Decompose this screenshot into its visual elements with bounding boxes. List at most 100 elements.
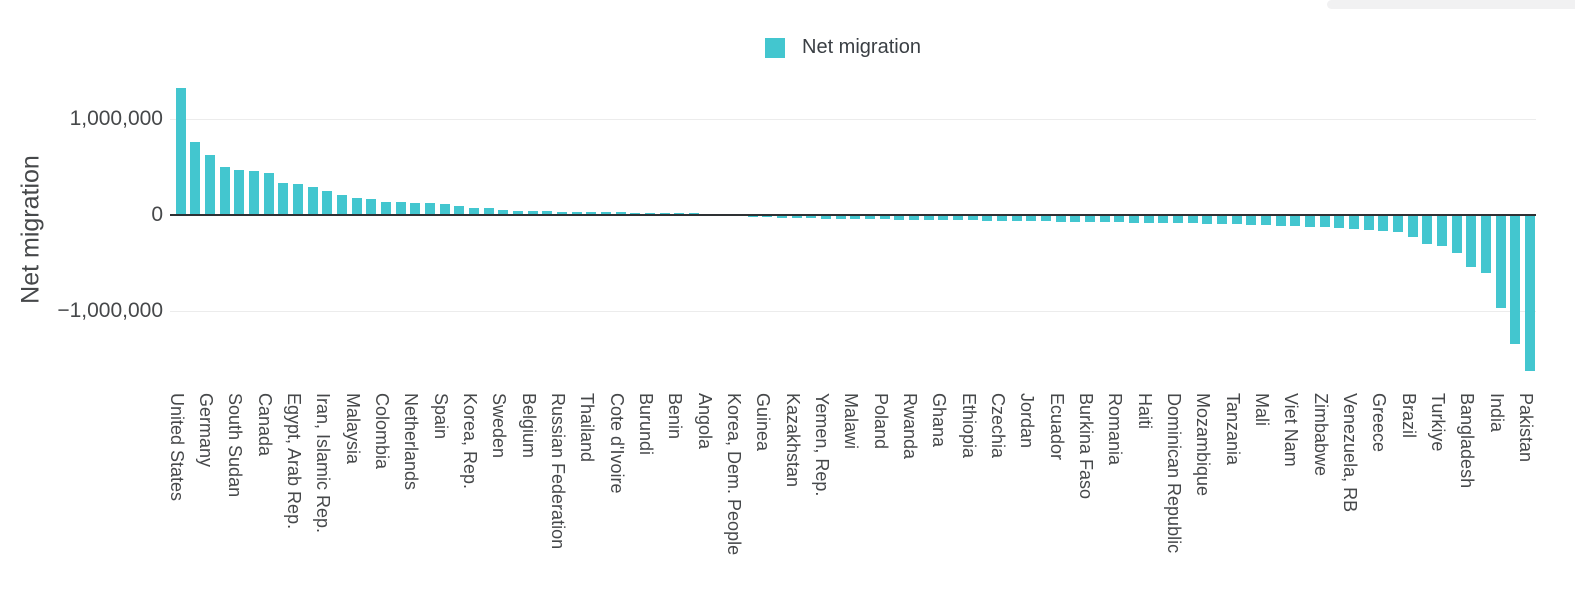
bar[interactable]	[366, 199, 376, 215]
bar[interactable]	[806, 215, 816, 218]
x-axis-label: Bangladesh	[1457, 393, 1478, 489]
bar[interactable]	[1378, 215, 1388, 231]
bar[interactable]	[601, 212, 611, 215]
x-axis-label: Rwanda	[900, 393, 920, 460]
y-tick-label: −1,000,000	[57, 299, 163, 322]
bar[interactable]	[572, 212, 582, 215]
bar[interactable]	[1364, 215, 1374, 230]
bar[interactable]	[924, 215, 934, 220]
bar[interactable]	[1496, 215, 1506, 308]
bar[interactable]	[1452, 215, 1462, 253]
bar[interactable]	[410, 203, 420, 215]
bar[interactable]	[440, 204, 450, 215]
bar[interactable]	[894, 215, 904, 220]
bar[interactable]	[777, 215, 787, 218]
bar[interactable]	[1188, 215, 1198, 223]
bar[interactable]	[1041, 215, 1051, 221]
x-axis-label: Canada	[254, 393, 275, 457]
bar[interactable]	[1261, 215, 1271, 225]
bar[interactable]	[1525, 215, 1535, 371]
bar[interactable]	[850, 215, 860, 219]
bar[interactable]	[1012, 215, 1022, 221]
bar[interactable]	[997, 215, 1007, 221]
bar[interactable]	[308, 187, 318, 215]
bar[interactable]	[1290, 215, 1300, 226]
bar[interactable]	[1056, 215, 1066, 222]
bar[interactable]	[1217, 215, 1227, 224]
bar[interactable]	[1276, 215, 1286, 226]
x-axis-label: Poland	[870, 393, 891, 450]
bar[interactable]	[381, 202, 391, 215]
bar[interactable]	[1158, 215, 1168, 223]
bar[interactable]	[528, 211, 538, 215]
x-axis-label: Korea, Dem. People	[723, 393, 744, 556]
bar[interactable]	[880, 215, 890, 219]
bar[interactable]	[469, 208, 479, 215]
bar[interactable]	[205, 155, 215, 215]
bar[interactable]	[1100, 215, 1110, 222]
bar[interactable]	[586, 212, 596, 215]
bar[interactable]	[1481, 215, 1491, 273]
bar[interactable]	[249, 171, 259, 215]
bar[interactable]	[1349, 215, 1359, 229]
bar[interactable]	[337, 195, 347, 215]
bar[interactable]	[234, 170, 244, 215]
x-axis-label: Ecuador	[1046, 393, 1067, 461]
bar[interactable]	[792, 215, 802, 218]
bar[interactable]	[836, 215, 846, 219]
bar[interactable]	[396, 202, 406, 215]
bar[interactable]	[953, 215, 963, 220]
bar[interactable]	[1026, 215, 1036, 221]
y-tick-label: 0	[151, 203, 163, 226]
bar[interactable]	[1202, 215, 1212, 224]
bar[interactable]	[264, 173, 274, 215]
bar[interactable]	[454, 206, 464, 215]
bar[interactable]	[821, 215, 831, 219]
bar[interactable]	[1305, 215, 1315, 227]
bar[interactable]	[352, 198, 362, 215]
bar[interactable]	[190, 142, 200, 215]
bar[interactable]	[176, 88, 186, 215]
bar[interactable]	[1070, 215, 1080, 222]
bar[interactable]	[1408, 215, 1418, 237]
x-axis-label: Burkina Faso	[1076, 393, 1097, 500]
y-tick-label: 1,000,000	[69, 107, 163, 130]
bar[interactable]	[220, 167, 230, 215]
bar[interactable]	[1129, 215, 1139, 223]
bar[interactable]	[1246, 215, 1256, 225]
bar[interactable]	[1334, 215, 1344, 228]
bar[interactable]	[1393, 215, 1403, 232]
bar[interactable]	[748, 215, 758, 217]
bar[interactable]	[322, 191, 332, 215]
bar[interactable]	[762, 215, 772, 217]
bar[interactable]	[1144, 215, 1154, 223]
bar[interactable]	[425, 203, 435, 215]
bar[interactable]	[982, 215, 992, 221]
bar[interactable]	[278, 183, 288, 215]
bar[interactable]	[1320, 215, 1330, 227]
x-axis-label: Belgium	[518, 393, 539, 459]
x-axis-label: Yemen, Rep.	[811, 393, 832, 497]
bar[interactable]	[1437, 215, 1447, 246]
bar[interactable]	[1085, 215, 1095, 222]
bar[interactable]	[909, 215, 919, 220]
bar[interactable]	[484, 208, 494, 215]
bar[interactable]	[557, 212, 567, 215]
bar[interactable]	[1114, 215, 1124, 222]
bar[interactable]	[968, 215, 978, 220]
bar[interactable]	[1510, 215, 1520, 344]
bar[interactable]	[1422, 215, 1432, 244]
legend-item[interactable]: Net migration	[765, 36, 921, 59]
x-axis-label: Germany	[195, 393, 216, 468]
bar[interactable]	[1466, 215, 1476, 267]
bar[interactable]	[293, 184, 303, 215]
bar[interactable]	[1173, 215, 1183, 223]
bar[interactable]	[865, 215, 875, 219]
bar[interactable]	[542, 211, 552, 215]
bar[interactable]	[513, 211, 523, 215]
bar[interactable]	[1232, 215, 1242, 224]
bar[interactable]	[616, 212, 626, 215]
x-axis-label: Guinea	[753, 393, 774, 452]
bar[interactable]	[498, 210, 508, 215]
bar[interactable]	[938, 215, 948, 220]
